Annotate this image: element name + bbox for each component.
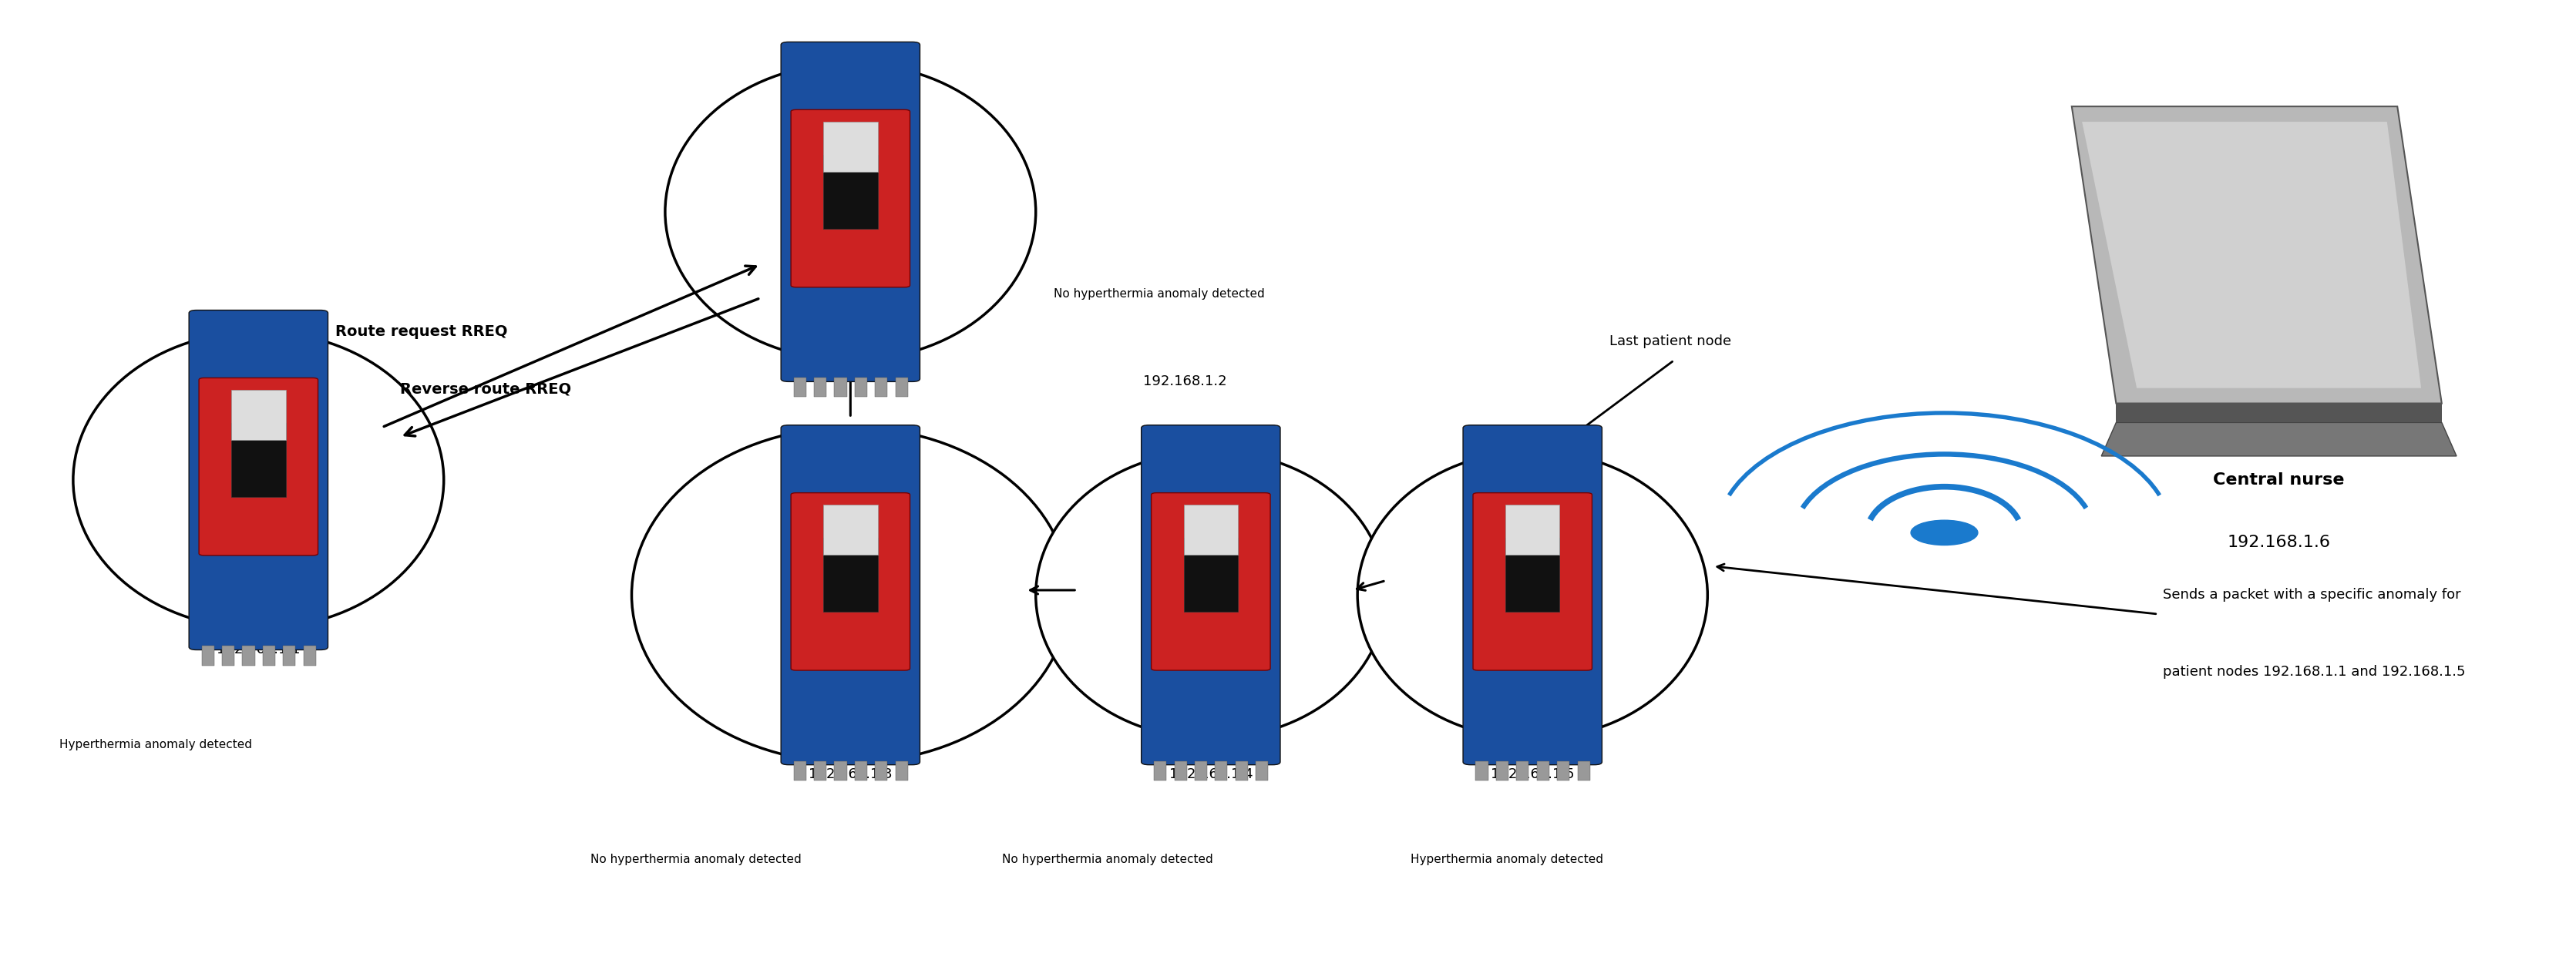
Bar	[876, 761, 889, 780]
Text: Reverse route RREQ: Reverse route RREQ	[399, 382, 572, 396]
Text: 192.168.1.4: 192.168.1.4	[1170, 767, 1252, 781]
Bar	[1175, 761, 1188, 780]
Text: No hyperthermia anomaly detected: No hyperthermia anomaly detected	[590, 853, 801, 865]
FancyBboxPatch shape	[1463, 425, 1602, 765]
Polygon shape	[2115, 403, 2442, 422]
Text: 192.168.1.1: 192.168.1.1	[216, 643, 301, 657]
Bar	[1195, 761, 1208, 780]
Bar	[1154, 761, 1167, 780]
Bar	[835, 378, 848, 397]
Bar	[814, 378, 827, 397]
Text: Last patient node: Last patient node	[1610, 334, 1731, 348]
Bar	[1257, 761, 1267, 780]
Polygon shape	[2102, 422, 2458, 456]
Bar	[1216, 761, 1226, 780]
Bar	[824, 122, 878, 172]
Bar	[793, 761, 806, 780]
Text: 192.168.1.6: 192.168.1.6	[2228, 535, 2331, 550]
Circle shape	[1911, 520, 1978, 545]
Text: Central nurse: Central nurse	[2213, 472, 2344, 488]
Polygon shape	[2081, 122, 2421, 388]
Text: Route request RREQ: Route request RREQ	[335, 324, 507, 339]
Bar	[1182, 505, 1239, 555]
Ellipse shape	[72, 331, 443, 629]
Bar	[1504, 505, 1558, 555]
Bar	[304, 646, 317, 665]
Text: Sends a packet with a specific anomaly for: Sends a packet with a specific anomaly f…	[2164, 588, 2460, 602]
Bar	[283, 646, 296, 665]
Ellipse shape	[1036, 451, 1386, 738]
Bar	[793, 378, 806, 397]
Text: 192.168.1.5: 192.168.1.5	[1492, 767, 1574, 781]
Text: No hyperthermia anomaly detected: No hyperthermia anomaly detected	[1002, 853, 1213, 865]
Bar	[1182, 539, 1239, 612]
Bar	[263, 646, 276, 665]
Bar	[201, 646, 214, 665]
Bar	[876, 378, 889, 397]
Text: Hyperthermia anomaly detected: Hyperthermia anomaly detected	[59, 738, 252, 750]
FancyBboxPatch shape	[791, 492, 909, 670]
Bar	[1558, 761, 1569, 780]
FancyBboxPatch shape	[1473, 492, 1592, 670]
Bar	[222, 646, 234, 665]
Bar	[814, 761, 827, 780]
Bar	[1236, 761, 1247, 780]
Bar	[824, 539, 878, 612]
Bar	[896, 378, 907, 397]
Bar	[855, 378, 868, 397]
Bar	[824, 505, 878, 555]
Ellipse shape	[665, 63, 1036, 360]
Text: patient nodes 192.168.1.1 and 192.168.1.5: patient nodes 192.168.1.1 and 192.168.1.…	[2164, 664, 2465, 679]
FancyBboxPatch shape	[791, 109, 909, 287]
Ellipse shape	[631, 427, 1069, 762]
FancyBboxPatch shape	[1151, 492, 1270, 670]
Polygon shape	[2071, 107, 2442, 403]
Bar	[1517, 761, 1528, 780]
FancyBboxPatch shape	[781, 425, 920, 765]
Bar	[232, 390, 286, 440]
FancyBboxPatch shape	[188, 310, 327, 650]
Text: 192.168.1.3: 192.168.1.3	[809, 767, 891, 781]
Ellipse shape	[1358, 451, 1708, 738]
FancyBboxPatch shape	[198, 378, 317, 556]
Bar	[1538, 761, 1548, 780]
Bar	[1476, 761, 1489, 780]
Bar	[232, 423, 286, 496]
Text: No hyperthermia anomaly detected: No hyperthermia anomaly detected	[1054, 288, 1265, 300]
FancyBboxPatch shape	[1141, 425, 1280, 765]
Text: Hyperthermia anomaly detected: Hyperthermia anomaly detected	[1412, 853, 1602, 865]
Bar	[855, 761, 868, 780]
Bar	[1504, 539, 1558, 612]
Bar	[824, 155, 878, 228]
Bar	[1577, 761, 1589, 780]
Text: 192.168.1.2: 192.168.1.2	[1144, 374, 1226, 389]
Bar	[242, 646, 255, 665]
FancyBboxPatch shape	[781, 42, 920, 382]
Bar	[1497, 761, 1510, 780]
Bar	[896, 761, 907, 780]
Bar	[835, 761, 848, 780]
